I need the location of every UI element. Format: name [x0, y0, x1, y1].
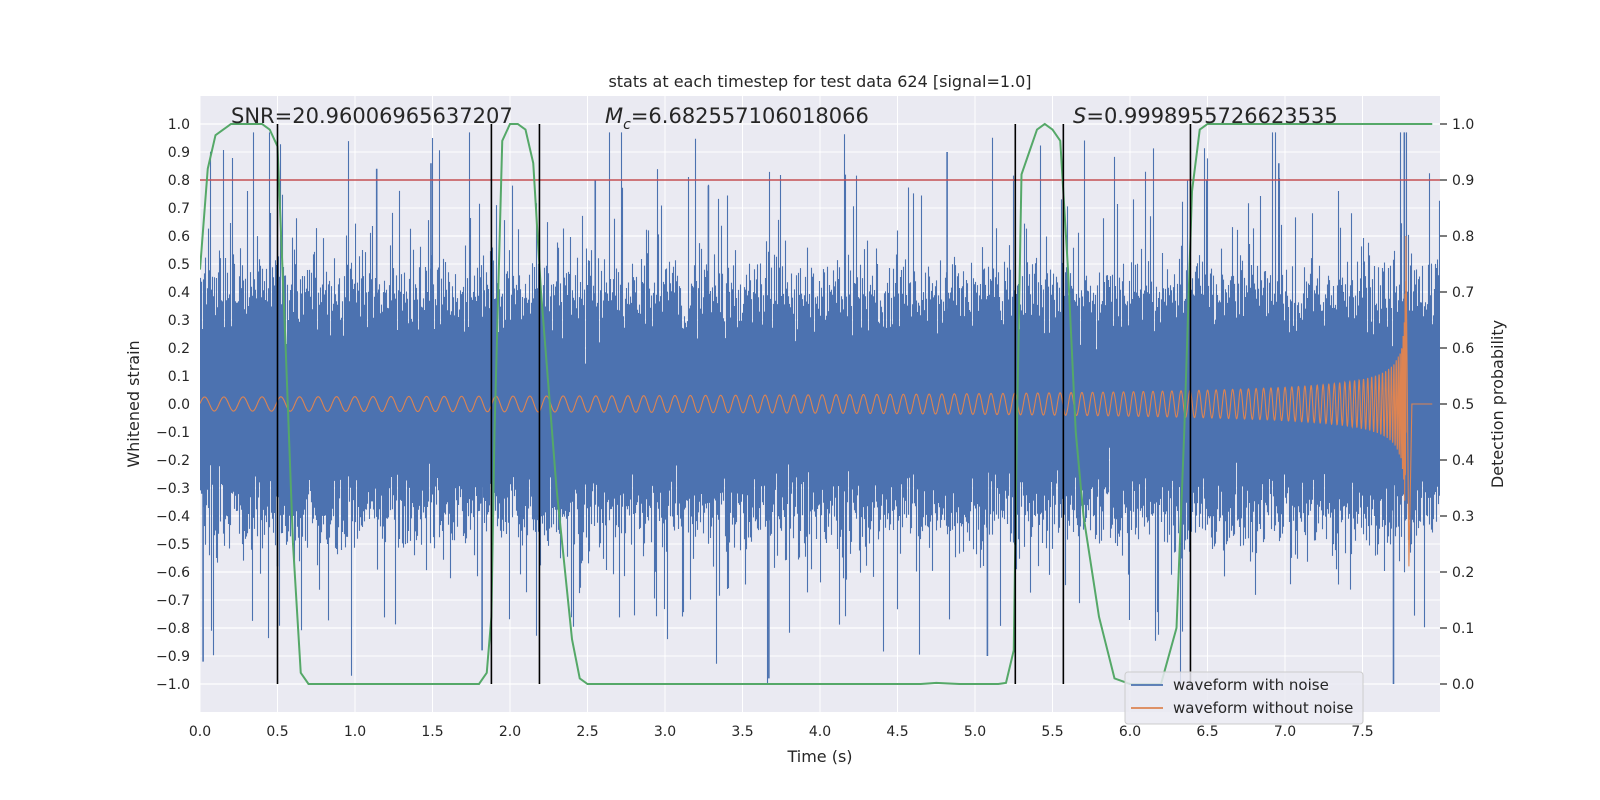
y-tick-label: 1.0 — [168, 117, 190, 133]
x-tick-label: 5.0 — [964, 724, 986, 740]
y-tick-label: 0.1 — [168, 369, 190, 385]
y-tick-label: 0.5 — [168, 257, 190, 273]
score-value: =0.9998955726623535 — [1086, 104, 1337, 128]
legend: waveform with noise waveform without noi… — [1124, 671, 1364, 725]
x-tick-label: 1.5 — [421, 724, 443, 740]
y-tick-label: −0.3 — [156, 481, 190, 497]
y2-tick-label: 0.1 — [1452, 621, 1474, 637]
y-axis-label: Whitened strain — [124, 340, 143, 467]
y-tick-label: 0.6 — [168, 229, 190, 245]
chart-title: stats at each timestep for test data 624… — [608, 72, 1031, 91]
y2-tick-label: 0.2 — [1452, 565, 1474, 581]
x-tick-label: 2.0 — [499, 724, 521, 740]
y-tick-label: 0.3 — [168, 313, 190, 329]
x-tick-label: 6.0 — [1119, 724, 1141, 740]
y-tick-label: −1.0 — [156, 677, 190, 693]
score-symbol: S — [1073, 104, 1086, 128]
x-tick-label: 0.0 — [189, 724, 211, 740]
y2-tick-label: 0.9 — [1452, 173, 1474, 189]
y-tick-label: −0.9 — [156, 649, 190, 665]
series-waveform-with-noise — [200, 132, 1440, 684]
chirp-mass-subscript: c — [623, 117, 631, 133]
ticks: 0.0 0.5 1.0 1.5 2.0 2.5 3.0 3.5 4.0 4.5 5.0 5.5 6.0 6… — [156, 117, 1474, 740]
x-tick-label: 4.5 — [886, 724, 908, 740]
x-tick-label: 5.5 — [1041, 724, 1063, 740]
chirp-mass-annotation: Mc=6.682557106018066 — [605, 104, 869, 133]
y-tick-label: 0.0 — [168, 397, 190, 413]
y-tick-label: 0.2 — [168, 341, 190, 357]
y2-tick-label: 0.3 — [1452, 509, 1474, 525]
y2-tick-label: 0.7 — [1452, 285, 1474, 301]
x-tick-label: 1.0 — [344, 724, 366, 740]
y2-tick-label: 0.5 — [1452, 397, 1474, 413]
snr-annotation: SNR=20.96006965637207 — [231, 104, 513, 128]
x-tick-label: 2.5 — [576, 724, 598, 740]
y-tick-label: 0.8 — [168, 173, 190, 189]
y-tick-label: −0.7 — [156, 593, 190, 609]
y-tick-label: −0.6 — [156, 565, 190, 581]
y-tick-label: −0.2 — [156, 453, 190, 469]
y-tick-label: −0.1 — [156, 425, 190, 441]
y-tick-label: −0.5 — [156, 537, 190, 553]
x-axis-label: Time (s) — [786, 747, 852, 766]
x-tick-label: 3.0 — [654, 724, 676, 740]
y2-tick-label: 1.0 — [1452, 117, 1474, 133]
x-tick-label: 6.5 — [1196, 724, 1218, 740]
x-tick-label: 0.5 — [266, 724, 288, 740]
y-tick-label: 0.7 — [168, 201, 190, 217]
chirp-mass-value: =6.682557106018066 — [631, 104, 869, 128]
y-tick-label: −0.8 — [156, 621, 190, 637]
y2-tick-label: 0.8 — [1452, 229, 1474, 245]
y2-tick-label: 0.6 — [1452, 341, 1474, 357]
y2-tick-label: 0.4 — [1452, 453, 1474, 469]
y-tick-label: −0.4 — [156, 509, 190, 525]
legend-box — [1124, 671, 1364, 725]
x-tick-label: 7.5 — [1351, 724, 1373, 740]
y-tick-label: 0.4 — [168, 285, 190, 301]
legend-label-clean: waveform without noise — [1173, 699, 1353, 717]
x-tick-label: 7.0 — [1274, 724, 1296, 740]
legend-label-noisy: waveform with noise — [1173, 676, 1329, 694]
chirp-mass-symbol: M — [605, 104, 623, 128]
y2-axis-label: Detection probability — [1488, 320, 1507, 488]
score-annotation: S=0.9998955726623535 — [1073, 104, 1338, 128]
y-tick-label: 0.9 — [168, 145, 190, 161]
y2-tick-label: 0.0 — [1452, 677, 1474, 693]
x-tick-label: 4.0 — [809, 724, 831, 740]
x-tick-label: 3.5 — [731, 724, 753, 740]
series-waveform-without-noise — [200, 235, 1433, 567]
